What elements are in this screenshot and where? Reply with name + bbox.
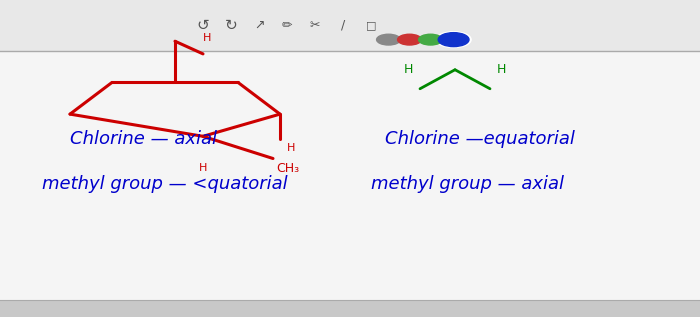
Circle shape bbox=[438, 33, 469, 47]
Text: methyl group — axial: methyl group — axial bbox=[371, 175, 564, 193]
Text: Chlorine —equatorial: Chlorine —equatorial bbox=[385, 131, 575, 148]
Text: methyl group — <quatorial: methyl group — <quatorial bbox=[42, 175, 288, 193]
FancyBboxPatch shape bbox=[0, 300, 700, 317]
Text: H: H bbox=[497, 63, 506, 76]
Circle shape bbox=[377, 34, 400, 45]
Text: H: H bbox=[203, 33, 211, 43]
Text: H: H bbox=[199, 163, 207, 173]
Circle shape bbox=[436, 32, 471, 48]
Text: ✂: ✂ bbox=[309, 19, 321, 32]
Text: ✏: ✏ bbox=[281, 19, 293, 32]
Text: H: H bbox=[404, 63, 413, 76]
Text: ↻: ↻ bbox=[225, 18, 237, 33]
Text: Chlorine — axial: Chlorine — axial bbox=[70, 131, 217, 148]
Text: CH₃: CH₃ bbox=[276, 162, 300, 175]
Text: /: / bbox=[341, 19, 345, 32]
Circle shape bbox=[419, 34, 442, 45]
Text: ↺: ↺ bbox=[197, 18, 209, 33]
Text: ↗: ↗ bbox=[253, 19, 265, 32]
Text: H: H bbox=[287, 143, 295, 153]
Circle shape bbox=[398, 34, 421, 45]
Text: □: □ bbox=[365, 20, 377, 30]
FancyBboxPatch shape bbox=[0, 0, 700, 51]
